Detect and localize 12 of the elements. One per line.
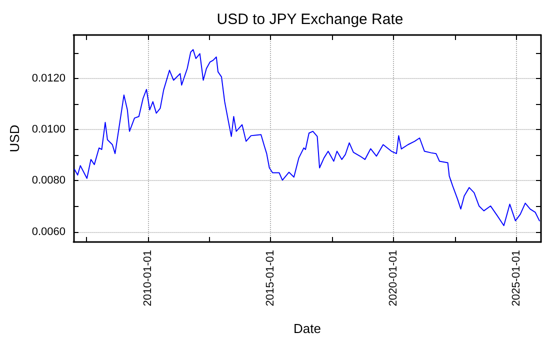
chart-title: USD to JPY Exchange Rate xyxy=(216,11,404,28)
y-tick-label: 0.0060 xyxy=(32,226,66,238)
x-tick-label: 2020-01-01 xyxy=(388,250,400,306)
x-tick-label: 2015-01-01 xyxy=(264,250,277,306)
x-axis-title: Date xyxy=(294,321,322,336)
y-tick-label: 0.0120 xyxy=(32,72,66,84)
x-tick-label: 2010-01-01 xyxy=(142,250,154,306)
line-series xyxy=(74,49,540,226)
y-tick-label: 0.0080 xyxy=(32,174,66,187)
x-tick-label: 2025-01-01 xyxy=(510,250,522,306)
y-tick-label: 0.0100 xyxy=(32,124,66,136)
y-axis-title: USD xyxy=(7,124,22,152)
